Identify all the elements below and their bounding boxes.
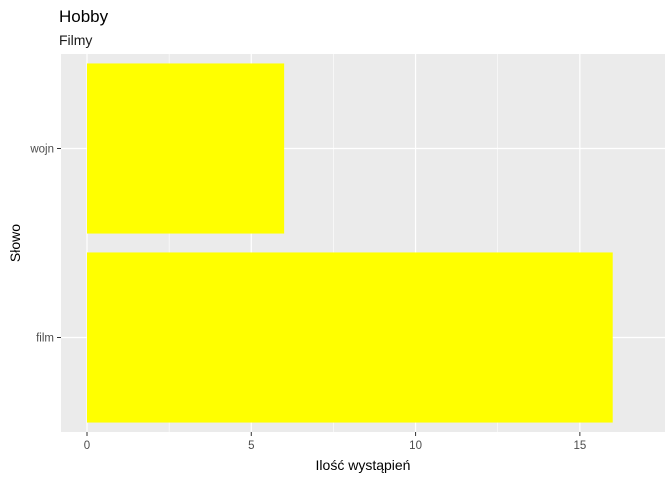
y-tick-label: wojn	[29, 144, 54, 156]
chart-subtitle: Filmy	[59, 32, 92, 48]
bars	[87, 63, 613, 423]
chart-title: Hobby	[59, 7, 109, 26]
x-tick-label: 5	[248, 440, 254, 452]
y-tick-label: film	[36, 333, 54, 345]
x-axis-title: Ilość wystąpień	[316, 457, 411, 473]
x-tick-label: 0	[84, 440, 90, 452]
y-axis-title: Słowo	[7, 224, 23, 262]
x-tick-label: 15	[573, 440, 586, 452]
x-axis: 0 5 10 15	[84, 432, 586, 452]
bar-film	[87, 252, 613, 423]
bar-wojn	[87, 63, 285, 234]
y-axis: film wojn	[29, 144, 61, 345]
x-tick-label: 10	[409, 440, 422, 452]
